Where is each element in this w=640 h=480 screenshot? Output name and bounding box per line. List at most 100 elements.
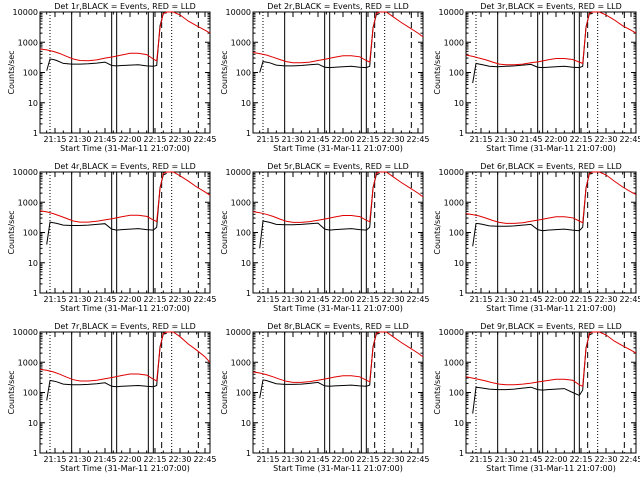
x-tick-label: 21:30 — [68, 295, 91, 304]
plot-frame — [465, 331, 637, 454]
y-tick-label: 1 — [33, 129, 38, 138]
y-tick-label: 100 — [23, 229, 38, 238]
y-axis-label: Counts/sec — [433, 50, 442, 94]
events-line — [259, 332, 380, 399]
panel-6: Det 6r,BLACK = Events, RED = LLD 1 10 100 10… — [433, 162, 640, 313]
x-tick-label: 22:30 — [381, 135, 404, 144]
y-tick-label: 1 — [246, 449, 251, 458]
x-tick-label: 21:30 — [281, 295, 304, 304]
events-line — [46, 172, 167, 245]
y-tick-label: 1000 — [18, 38, 38, 47]
y-axis-label: Counts/sec — [220, 210, 229, 254]
x-tick-label: 21:45 — [519, 295, 542, 304]
x-tick-label: 22:00 — [544, 135, 567, 144]
x-tick-label: 21:45 — [93, 455, 116, 464]
x-axis-label: Start Time (31-Mar-11 21:07:00) — [486, 144, 616, 153]
x-tick-label: 21:15 — [256, 295, 279, 304]
panel-title: Det 9r,BLACK = Events, RED = LLD — [480, 322, 622, 331]
plot-frame — [252, 11, 424, 134]
x-tick-label: 22:15 — [143, 295, 166, 304]
y-tick-label: 1000 — [231, 198, 251, 207]
x-tick-label: 22:45 — [619, 295, 640, 304]
x-tick-label: 22:15 — [356, 135, 379, 144]
y-axis-label: Counts/sec — [220, 50, 229, 94]
y-tick-label: 10000 — [226, 328, 251, 337]
y-tick-label: 100 — [449, 389, 464, 398]
lld-line — [39, 331, 211, 382]
x-tick-label: 21:45 — [306, 135, 329, 144]
y-axis-label: Counts/sec — [7, 50, 16, 94]
events-line — [472, 12, 593, 84]
x-tick-label: 21:15 — [256, 455, 279, 464]
y-tick-label: 1000 — [444, 38, 464, 47]
y-tick-label: 10 — [454, 419, 464, 428]
x-tick-label: 21:45 — [93, 135, 116, 144]
panel-title: Det 2r,BLACK = Events, RED = LLD — [267, 2, 409, 11]
y-tick-label: 1 — [459, 129, 464, 138]
x-tick-label: 22:15 — [143, 455, 166, 464]
y-tick-label: 100 — [236, 229, 251, 238]
y-tick-label: 100 — [23, 69, 38, 78]
x-tick-label: 21:15 — [43, 455, 66, 464]
x-axis-label: Start Time (31-Mar-11 21:07:00) — [486, 304, 616, 313]
x-tick-label: 21:30 — [281, 135, 304, 144]
y-tick-label: 10 — [241, 99, 251, 108]
x-tick-label: 22:15 — [569, 295, 592, 304]
x-tick-label: 22:00 — [544, 455, 567, 464]
lld-line — [252, 171, 424, 223]
plot-frame — [252, 331, 424, 454]
x-tick-label: 22:30 — [594, 135, 617, 144]
y-tick-label: 10000 — [226, 168, 251, 177]
y-axis-label: Counts/sec — [7, 210, 16, 254]
y-tick-label: 1 — [33, 289, 38, 298]
x-tick-label: 22:30 — [381, 455, 404, 464]
y-tick-label: 1000 — [231, 358, 251, 367]
x-tick-label: 22:00 — [331, 295, 354, 304]
x-tick-label: 21:15 — [469, 135, 492, 144]
y-tick-label: 10000 — [13, 168, 38, 177]
x-tick-label: 21:15 — [469, 455, 492, 464]
x-tick-label: 21:30 — [494, 295, 517, 304]
y-tick-label: 100 — [236, 69, 251, 78]
x-tick-label: 21:30 — [281, 455, 304, 464]
y-tick-label: 1 — [459, 289, 464, 298]
panel-title: Det 7r,BLACK = Events, RED = LLD — [54, 322, 196, 331]
y-tick-label: 10000 — [226, 8, 251, 17]
x-tick-label: 22:30 — [381, 295, 404, 304]
panel-7: Det 7r,BLACK = Events, RED = LLD 1 10 100 10… — [7, 322, 217, 473]
y-tick-label: 1 — [246, 289, 251, 298]
panel-5: Det 5r,BLACK = Events, RED = LLD 1 10 100 10… — [220, 162, 430, 313]
x-tick-label: 21:15 — [43, 135, 66, 144]
panel-4: Det 4r,BLACK = Events, RED = LLD 1 10 100 10… — [7, 162, 217, 313]
y-tick-label: 10 — [454, 99, 464, 108]
events-line — [46, 332, 167, 401]
lld-line — [39, 171, 211, 223]
x-tick-label: 22:45 — [619, 135, 640, 144]
lld-line — [465, 331, 637, 388]
lld-line — [252, 11, 424, 64]
y-tick-label: 1000 — [18, 358, 38, 367]
x-tick-label: 22:30 — [594, 295, 617, 304]
lld-line — [39, 11, 211, 62]
x-tick-label: 22:45 — [406, 135, 429, 144]
y-axis-label: Counts/sec — [220, 370, 229, 414]
x-axis-label: Start Time (31-Mar-11 21:07:00) — [273, 304, 403, 313]
panel-title: Det 1r,BLACK = Events, RED = LLD — [54, 2, 196, 11]
x-tick-label: 21:45 — [519, 135, 542, 144]
panel-9: Det 9r,BLACK = Events, RED = LLD 1 10 100 10… — [433, 322, 640, 473]
y-tick-label: 10000 — [439, 8, 464, 17]
y-tick-label: 10000 — [13, 328, 38, 337]
x-tick-label: 22:45 — [619, 455, 640, 464]
y-tick-label: 10 — [241, 419, 251, 428]
panel-title: Det 8r,BLACK = Events, RED = LLD — [267, 322, 409, 331]
panel-3: Det 3r,BLACK = Events, RED = LLD 1 10 100 10… — [433, 2, 640, 153]
x-tick-label: 21:45 — [306, 455, 329, 464]
y-axis-label: Counts/sec — [7, 370, 16, 414]
lld-line — [465, 171, 637, 224]
y-tick-label: 1 — [246, 129, 251, 138]
x-tick-label: 22:15 — [143, 135, 166, 144]
x-axis-label: Start Time (31-Mar-11 21:07:00) — [486, 464, 616, 473]
x-axis-label: Start Time (31-Mar-11 21:07:00) — [60, 464, 190, 473]
panel-title: Det 5r,BLACK = Events, RED = LLD — [267, 162, 409, 171]
